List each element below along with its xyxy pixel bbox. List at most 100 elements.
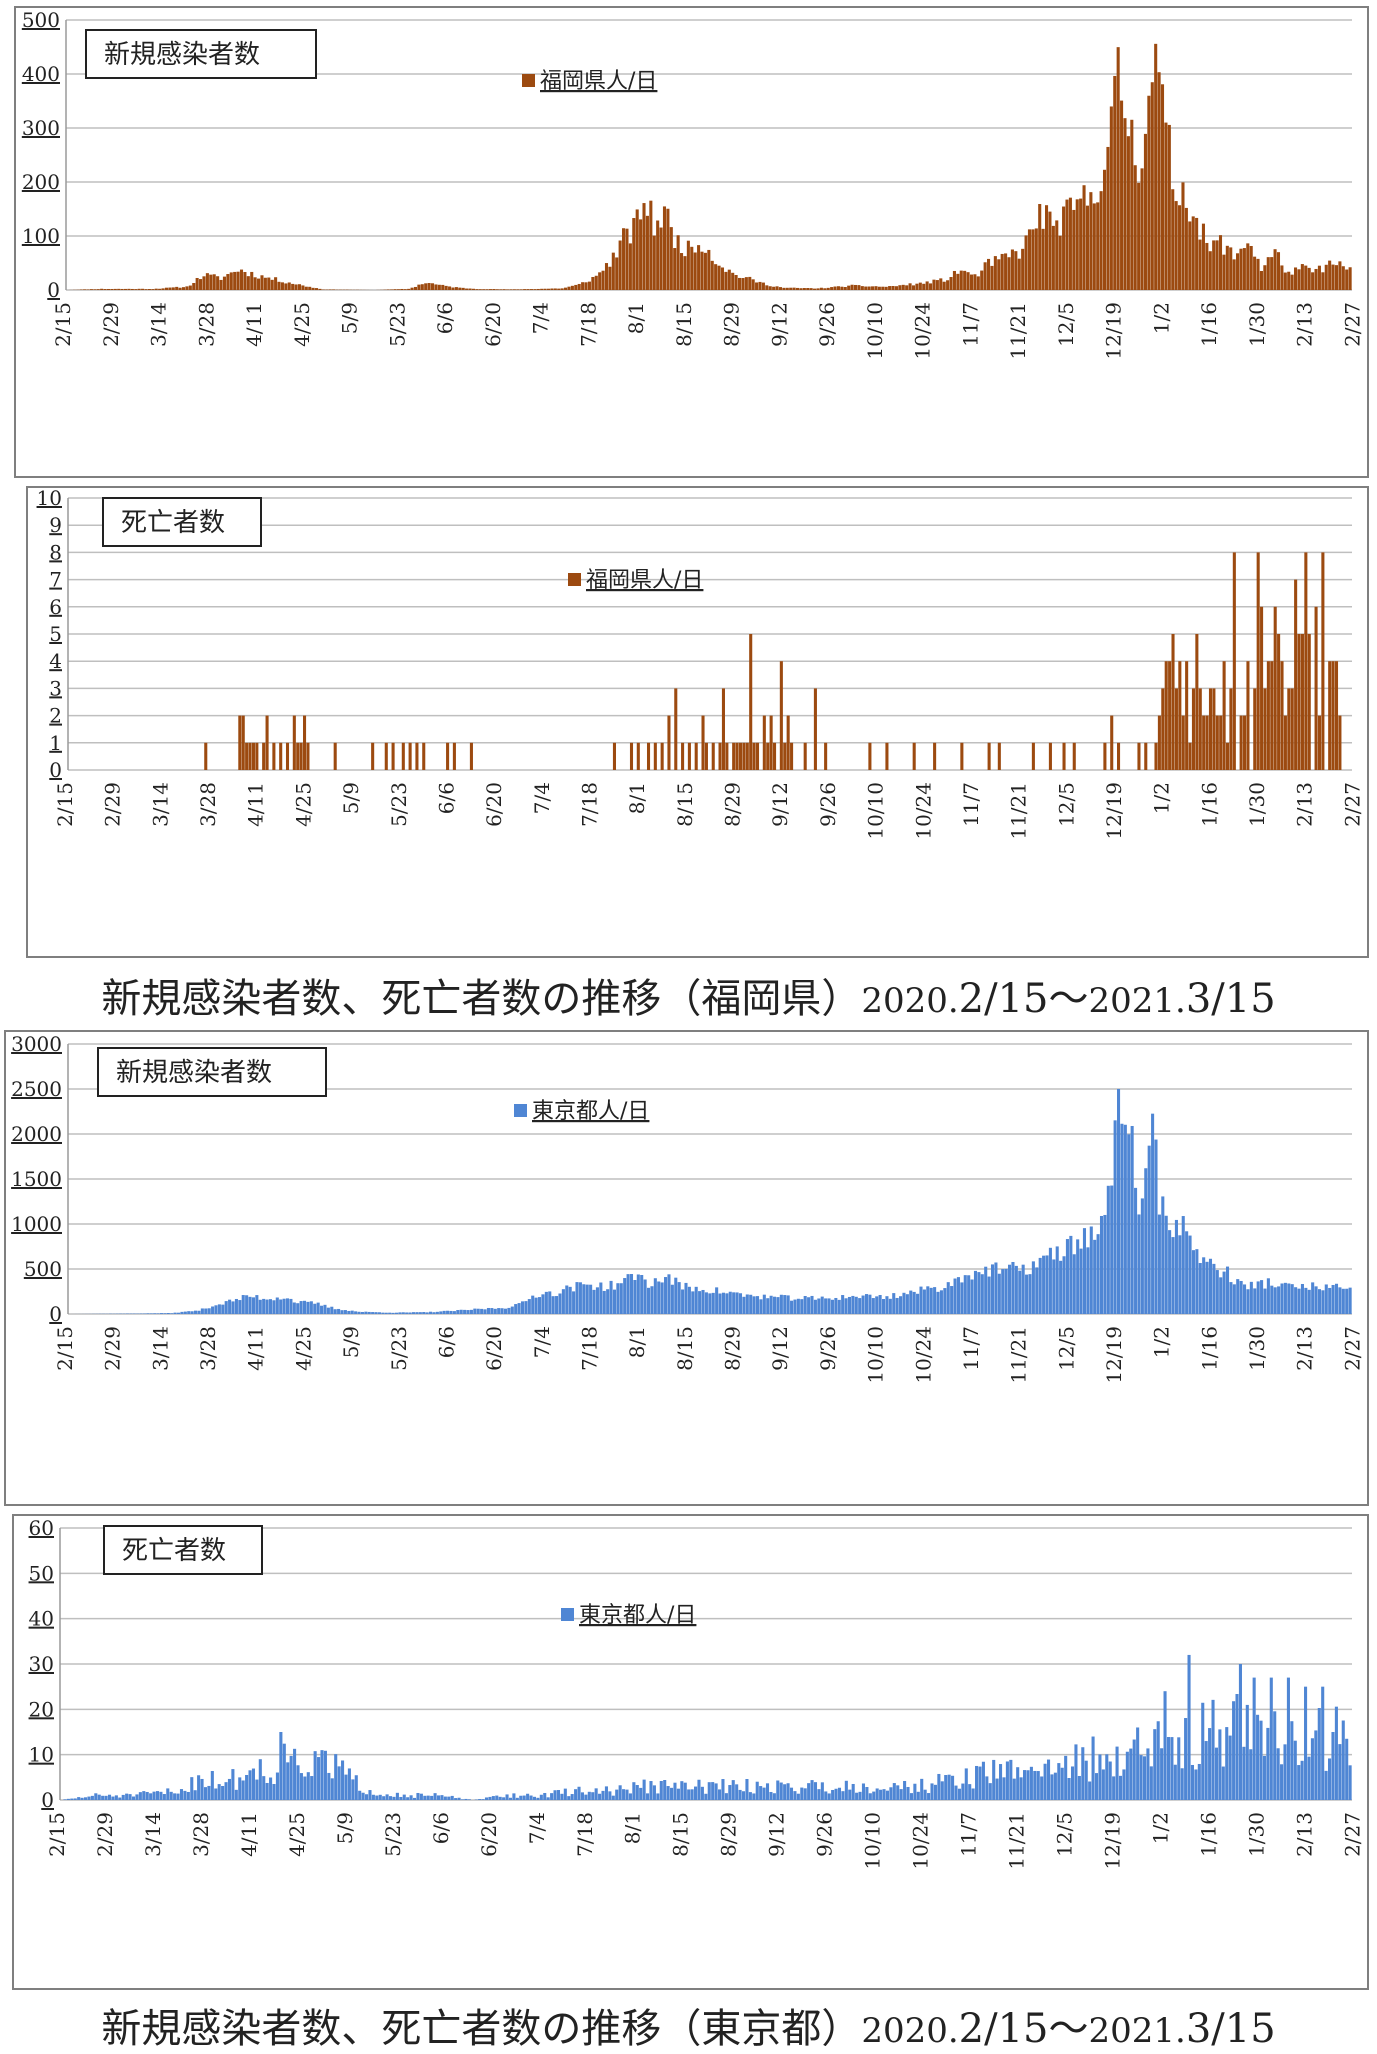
bar [1318, 1289, 1321, 1314]
bar [438, 285, 441, 290]
bar [876, 1788, 879, 1800]
bar [228, 1779, 231, 1800]
bar [362, 1793, 365, 1800]
x-tick-label: 7/4 [529, 302, 553, 334]
bar [482, 1799, 485, 1800]
bar [105, 1796, 108, 1800]
bar [279, 743, 282, 770]
bar [783, 743, 786, 770]
bar [893, 1783, 896, 1800]
bar [399, 1797, 402, 1800]
bar [1243, 716, 1246, 770]
bar [315, 288, 318, 290]
bar [1215, 1748, 1218, 1800]
bar [571, 1794, 574, 1800]
bar [272, 1784, 275, 1800]
bar [793, 288, 796, 290]
bar [827, 288, 830, 290]
x-tick-label: 2/29 [93, 1812, 117, 1857]
y-tick-label: 1000 [11, 1212, 62, 1236]
bar [670, 1788, 673, 1800]
bar [1267, 257, 1270, 290]
bar [780, 1295, 783, 1314]
bar [762, 283, 765, 290]
x-tick-label: 5/9 [333, 1812, 357, 1844]
bar [1086, 1247, 1089, 1314]
bar [1061, 1768, 1064, 1800]
bar [1325, 265, 1328, 290]
bar [150, 1313, 153, 1314]
bar [1062, 207, 1065, 290]
bar [252, 1769, 255, 1800]
bar [1287, 688, 1290, 770]
bar [769, 1792, 772, 1800]
bar [1263, 1289, 1266, 1314]
bar [1287, 272, 1290, 290]
bar [177, 1313, 180, 1314]
bar [1178, 661, 1181, 770]
bar [117, 289, 120, 290]
x-tick-label: 1/30 [1245, 1326, 1269, 1371]
bar [978, 1767, 981, 1800]
bar [1100, 191, 1103, 290]
bar [698, 1291, 701, 1314]
x-tick-label: 5/23 [385, 302, 409, 347]
y-tick-label: 400 [22, 62, 60, 86]
bar [595, 276, 598, 290]
bar [701, 1787, 704, 1800]
bar [1175, 688, 1178, 770]
bar [872, 1298, 875, 1314]
bar [1083, 185, 1086, 290]
legend-label: 福岡県人/日 [540, 69, 657, 94]
bar [250, 272, 253, 290]
bar [889, 1787, 892, 1800]
bar [1103, 743, 1106, 770]
bar [1332, 661, 1335, 770]
bar [243, 272, 246, 290]
bar [213, 274, 216, 290]
caption-fukuoka-date2: 3/15 [1186, 976, 1276, 1022]
bar [174, 1313, 177, 1314]
bar [431, 283, 434, 290]
bar [567, 1796, 570, 1800]
bar [1290, 1721, 1293, 1800]
bar [414, 287, 417, 290]
bar [1304, 552, 1307, 770]
bar [1294, 1741, 1297, 1800]
bar [1171, 189, 1174, 290]
bar [770, 716, 773, 770]
x-tick-label: 1/2 [1150, 1326, 1174, 1358]
bar [954, 1279, 957, 1314]
bar [906, 1294, 909, 1314]
bar [206, 273, 209, 290]
legend-swatch [522, 74, 535, 87]
bar [183, 1791, 186, 1800]
bar [844, 287, 847, 290]
bar [216, 276, 219, 290]
bar [378, 1312, 381, 1314]
bar [732, 743, 735, 770]
bar [279, 1732, 282, 1800]
bar [828, 1298, 831, 1314]
x-tick-label: 1/16 [1197, 782, 1221, 827]
bar [926, 1286, 929, 1314]
bar [958, 1789, 961, 1800]
bar [910, 1793, 913, 1800]
bar [1133, 1740, 1136, 1800]
bar [936, 280, 939, 290]
y-tick-label: 200 [22, 170, 60, 194]
bar [746, 743, 749, 770]
bar [1052, 226, 1055, 290]
bar [444, 1797, 447, 1800]
bar [545, 1292, 548, 1314]
bar [305, 287, 308, 290]
bar [695, 743, 698, 770]
x-tick-label: 5/9 [339, 1326, 363, 1358]
bar [516, 1798, 519, 1800]
bar [1223, 661, 1226, 770]
bar [657, 1281, 660, 1314]
bar [889, 1299, 892, 1314]
bar [742, 743, 745, 770]
bar [344, 1775, 347, 1800]
